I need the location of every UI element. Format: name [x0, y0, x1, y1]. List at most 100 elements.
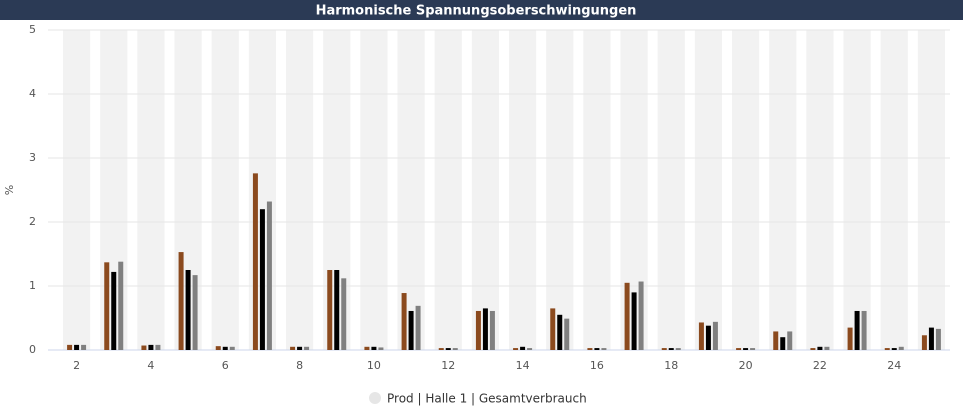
x-tick-label: 6 — [222, 359, 229, 372]
x-tick-label: 22 — [813, 359, 827, 372]
bar — [104, 262, 110, 350]
bar — [475, 310, 481, 350]
bar — [378, 347, 384, 350]
x-tick-label: 2 — [73, 359, 80, 372]
bar — [452, 348, 458, 350]
bar — [736, 348, 742, 350]
bar — [67, 344, 73, 350]
y-tick-label: 0 — [29, 343, 36, 356]
bar — [185, 270, 191, 350]
legend-label[interactable]: Prod | Halle 1 | Gesamtverbrauch — [387, 392, 587, 406]
bar — [594, 348, 600, 350]
x-tick-label: 14 — [516, 359, 530, 372]
bar — [401, 293, 407, 350]
x-tick-label: 12 — [441, 359, 455, 372]
bar — [675, 348, 681, 350]
category-band — [806, 30, 834, 350]
bar — [222, 346, 228, 350]
category-band — [137, 30, 165, 350]
bar — [712, 321, 718, 350]
category-band — [63, 30, 91, 350]
x-tick-label: 24 — [887, 359, 901, 372]
category-band — [917, 30, 945, 350]
x-tick-label: 16 — [590, 359, 604, 372]
bar — [854, 310, 860, 350]
bar — [891, 348, 897, 350]
bar — [520, 346, 526, 350]
category-band — [657, 30, 685, 350]
legend-marker — [369, 392, 381, 404]
bar — [438, 348, 444, 350]
bar — [817, 346, 823, 350]
x-tick-label: 4 — [147, 359, 154, 372]
bar — [415, 305, 421, 350]
x-tick-label: 10 — [367, 359, 381, 372]
category-band — [843, 30, 871, 350]
bar — [252, 173, 258, 350]
category-band — [769, 30, 797, 350]
category-band — [434, 30, 462, 350]
y-tick-label: 1 — [29, 279, 36, 292]
bar — [824, 346, 830, 350]
category-band — [360, 30, 388, 350]
bar — [564, 318, 570, 350]
bar — [861, 310, 867, 350]
bar — [587, 348, 593, 350]
bar — [638, 281, 644, 350]
bar — [341, 278, 347, 350]
bar — [624, 282, 630, 350]
category-band — [509, 30, 537, 350]
category-band — [694, 30, 722, 350]
bar — [148, 344, 154, 350]
y-tick-label: 2 — [29, 215, 36, 228]
bar — [884, 348, 890, 350]
bar — [266, 201, 272, 350]
category-band — [546, 30, 574, 350]
bar — [489, 310, 495, 350]
bar — [810, 348, 816, 350]
y-tick-label: 4 — [29, 87, 36, 100]
bar — [141, 345, 147, 350]
title-bar — [0, 0, 963, 20]
bar — [601, 348, 607, 350]
bar — [334, 270, 340, 350]
bar — [290, 346, 296, 350]
bar — [550, 308, 556, 350]
bar — [259, 209, 265, 350]
category-band — [880, 30, 908, 350]
bar — [847, 327, 853, 350]
category-band — [286, 30, 314, 350]
bar — [743, 348, 749, 350]
category-band — [397, 30, 425, 350]
bar — [482, 308, 488, 350]
bar — [898, 346, 904, 350]
bar — [155, 344, 161, 350]
bar — [178, 252, 184, 350]
bar — [215, 346, 221, 350]
category-band — [211, 30, 239, 350]
bar — [661, 348, 667, 350]
bar — [921, 335, 927, 350]
bar — [557, 314, 563, 350]
bar — [408, 310, 414, 350]
bar — [192, 275, 198, 350]
bar — [750, 348, 756, 350]
bar — [327, 270, 333, 350]
category-band — [732, 30, 760, 350]
bar — [631, 292, 637, 350]
bar — [668, 348, 674, 350]
y-axis-label: % — [3, 185, 16, 195]
bar — [780, 337, 786, 350]
bar — [118, 261, 124, 350]
y-tick-label: 5 — [29, 23, 36, 36]
bar — [935, 328, 941, 350]
bar — [364, 346, 370, 350]
bar — [527, 348, 533, 350]
chart-title: Harmonische Spannungsoberschwingungen — [316, 4, 637, 19]
bar — [698, 322, 704, 350]
x-tick-label: 20 — [739, 359, 753, 372]
category-band — [583, 30, 611, 350]
bar — [705, 325, 711, 350]
bar — [229, 346, 235, 350]
